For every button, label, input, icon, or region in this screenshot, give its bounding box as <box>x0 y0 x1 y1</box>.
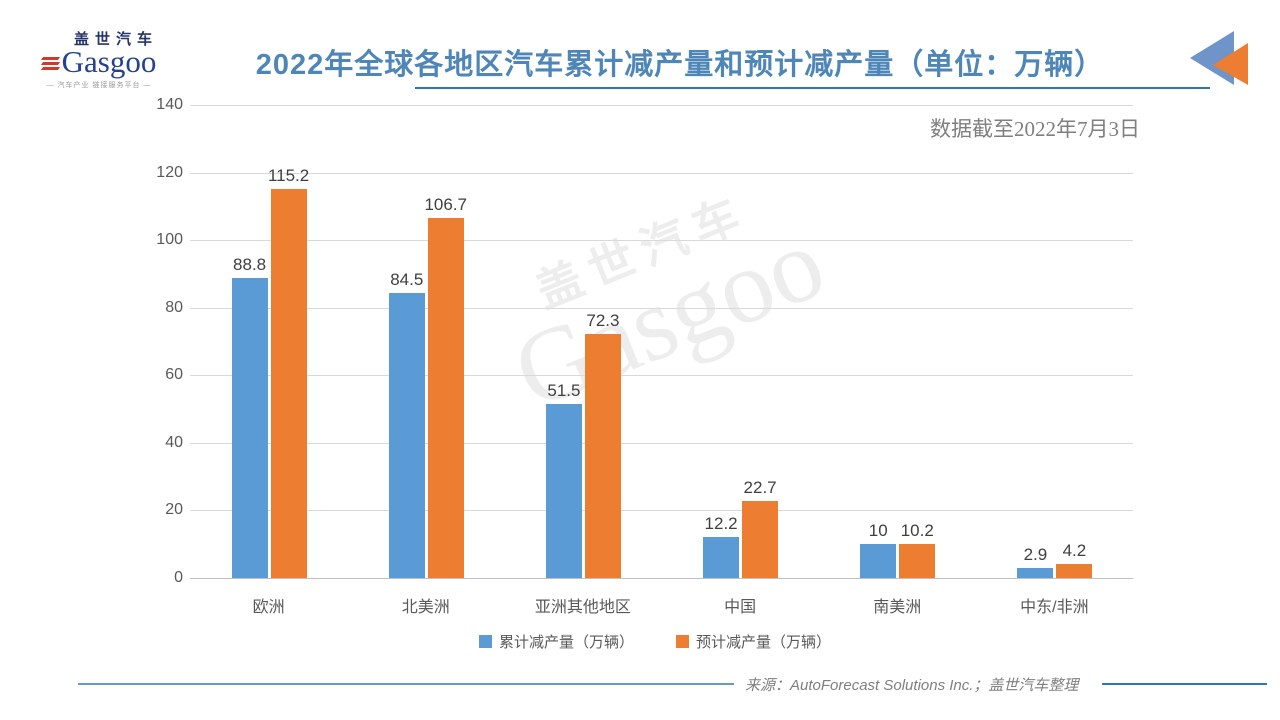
y-axis-tick-label: 140 <box>156 96 183 113</box>
gasgoo-watermark: 盖世汽车 Gasgoo <box>497 185 840 432</box>
x-axis-category-label: 中国 <box>724 599 757 616</box>
footer-divider-right <box>1102 683 1267 685</box>
bar-value-label: 51.5 <box>547 381 581 400</box>
bar-value-label: 115.2 <box>267 165 310 185</box>
y-axis-tick-label: 120 <box>156 163 183 181</box>
bar-forecast <box>427 217 464 578</box>
gridline <box>190 172 1133 174</box>
bar-value-label: 106.7 <box>424 194 468 214</box>
bar-value-label: 88.8 <box>233 254 267 274</box>
y-axis-tick-label: 60 <box>165 366 183 384</box>
bar-cumulative <box>860 544 897 578</box>
logo-english-name: Gasgoo <box>61 44 157 79</box>
bar-forecast <box>899 543 936 578</box>
double-triangle-rewind-icon <box>1190 31 1248 85</box>
bar-value-label: 10 <box>868 521 888 541</box>
logo-tagline: — 汽车产业 链接服务平台 — <box>46 82 152 89</box>
bar-cumulative <box>231 277 268 578</box>
bar-cumulative <box>545 404 582 578</box>
x-axis-category-label: 欧洲 <box>252 599 285 616</box>
bar-cumulative <box>388 292 425 578</box>
bar-value-label: 10.2 <box>900 520 934 540</box>
chart-subtitle: 数据截至2022年7月3日 <box>930 117 1140 141</box>
y-axis-tick-label: 20 <box>165 501 183 519</box>
bar-cumulative <box>1017 568 1054 578</box>
x-axis-line <box>190 578 1133 579</box>
y-axis-tick-label: 100 <box>156 231 183 249</box>
source-note: 来源：AutoForecast Solutions Inc.；盖世汽车整理 <box>745 677 1079 694</box>
footer-divider-left <box>78 683 734 685</box>
bar-value-label: 22.7 <box>743 478 777 498</box>
legend-swatch <box>676 635 689 648</box>
bar-forecast <box>742 501 779 578</box>
gridline <box>190 307 1133 309</box>
title-underline <box>415 87 1210 89</box>
bar-value-label: 72.3 <box>586 310 620 330</box>
gridline <box>190 375 1133 377</box>
bar-value-label: 12.2 <box>704 513 738 533</box>
chart-legend: 累计减产量（万辆） 预计减产量（万辆） <box>190 631 1120 652</box>
y-axis-tick-label: 80 <box>165 298 183 316</box>
bar-cumulative <box>703 536 740 578</box>
logo-chinese-name: 盖世汽车 <box>73 31 158 48</box>
y-axis-tick-label: 0 <box>174 569 183 586</box>
legend-item: 累计减产量（万辆） <box>478 631 634 652</box>
gridline <box>190 240 1133 242</box>
gridline <box>190 510 1133 512</box>
x-axis-category-label: 南美洲 <box>873 599 922 616</box>
legend-swatch <box>478 635 492 648</box>
legend-item: 预计减产量（万辆） <box>676 631 831 652</box>
legend-label: 预计减产量（万辆） <box>696 634 832 651</box>
logo-stripes-icon <box>40 55 60 70</box>
x-axis-category-label: 中东/非洲 <box>1020 599 1089 616</box>
y-axis-tick-label: 40 <box>165 433 183 451</box>
page-title: 2022年全球各地区汽车累计减产量和预计减产量（单位：万辆） <box>255 49 1105 81</box>
x-axis-category-label: 亚洲其他地区 <box>534 599 631 616</box>
gasgoo-logo: 盖世汽车 Gasgoo — 汽车产业 链接服务平台 — <box>24 31 174 90</box>
gridline <box>190 105 1133 106</box>
bar-value-label: 84.5 <box>390 269 424 289</box>
bar-value-label: 2.9 <box>1023 545 1048 565</box>
gridline <box>190 442 1133 444</box>
bar-forecast <box>584 333 621 578</box>
legend-label: 累计减产量（万辆） <box>498 634 634 651</box>
x-axis-category-label: 北美洲 <box>401 599 450 616</box>
bar-forecast <box>270 188 307 578</box>
bar-value-label: 4.2 <box>1062 540 1087 560</box>
bar-forecast <box>1056 563 1093 578</box>
